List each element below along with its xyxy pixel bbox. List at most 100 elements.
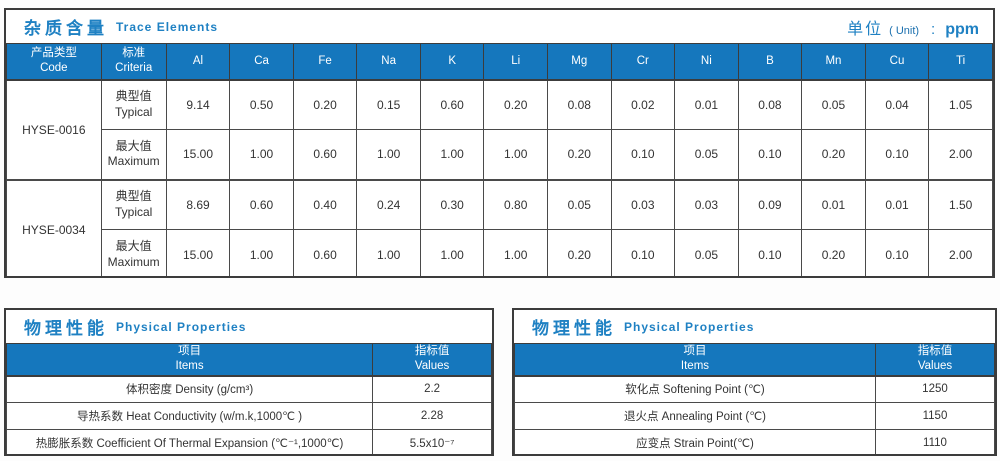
value-cell: 0.20 bbox=[292, 79, 358, 130]
value-cell: 0.20 bbox=[483, 79, 548, 130]
value-cell: 0.20 bbox=[801, 129, 866, 180]
value-cell: 0.05 bbox=[801, 79, 866, 130]
physical-right-title-bar: 物理性能 Physical Properties bbox=[514, 310, 995, 343]
unit-label: 单位 ( Unit) : ppm bbox=[847, 15, 979, 39]
criteria-typical-zh: 典型值 bbox=[115, 89, 152, 104]
criteria-typical-en: Typical bbox=[115, 204, 153, 219]
col-header-items: 项目 Items bbox=[514, 343, 876, 377]
property-value-cell: 5.5x10⁻⁷ bbox=[372, 429, 492, 454]
table-row-softening-point: 软化点 Softening Point (℃) 1250 bbox=[514, 375, 995, 403]
table-row-thermal-expansion: 热膨胀系数 Coefficient Of Thermal Expansion (… bbox=[6, 429, 492, 454]
physical-right-title-zh: 物理性能 bbox=[532, 319, 616, 338]
value-cell: 0.05 bbox=[547, 178, 612, 230]
value-cell: 0.01 bbox=[801, 178, 866, 230]
physical-left-title-en: Physical Properties bbox=[116, 319, 247, 334]
col-header-values: 指标值 Values bbox=[372, 343, 492, 377]
value-cell: 2.00 bbox=[928, 129, 993, 180]
physical-left-header-row: 项目 Items 指标值 Values bbox=[6, 343, 492, 377]
col-header-items: 项目 Items bbox=[6, 343, 374, 377]
unit-value: ppm bbox=[945, 20, 979, 38]
property-value-cell: 1150 bbox=[874, 402, 995, 430]
col-header-values-en: Values bbox=[917, 360, 953, 373]
property-item-cell: 应变点 Strain Point(℃) bbox=[514, 429, 876, 454]
value-cell: 0.10 bbox=[610, 229, 676, 276]
criteria-maximum-en: Maximum bbox=[107, 154, 160, 169]
col-header-criteria: 标准 Criteria bbox=[100, 43, 167, 81]
trace-elements-table: 产品类型 Code 标准 Criteria Al Ca Fe Na K Li M… bbox=[6, 43, 993, 276]
value-cell: 0.02 bbox=[610, 79, 676, 130]
col-header-element-mn: Mn bbox=[801, 43, 866, 81]
value-cell: 15.00 bbox=[165, 129, 231, 180]
physical-properties-panel-right: 物理性能 Physical Properties 项目 Items 指标值 Va… bbox=[512, 308, 997, 456]
value-cell: 0.10 bbox=[864, 129, 930, 180]
value-cell: 0.10 bbox=[864, 229, 930, 276]
criteria-maximum-cell: 最大值 Maximum bbox=[100, 129, 167, 180]
property-item-cell: 软化点 Softening Point (℃) bbox=[514, 375, 876, 403]
table-row-hyse0016-maximum: 最大值 Maximum 15.00 1.00 0.60 1.00 1.00 1.… bbox=[7, 129, 993, 180]
value-cell: 1.00 bbox=[356, 129, 421, 180]
property-value-cell: 2.2 bbox=[372, 375, 492, 403]
col-header-element-cu: Cu bbox=[864, 43, 930, 81]
product-code-cell: HYSE-0016 bbox=[6, 79, 102, 180]
value-cell: 1.00 bbox=[229, 129, 294, 180]
value-cell: 0.04 bbox=[864, 79, 930, 130]
value-cell: 0.08 bbox=[737, 79, 803, 130]
value-cell: 0.24 bbox=[356, 178, 421, 230]
value-cell: 0.80 bbox=[483, 178, 548, 230]
table-row-density: 体积密度 Density (g/cm³) 2.2 bbox=[6, 375, 492, 403]
property-item-cell: 热膨胀系数 Coefficient Of Thermal Expansion (… bbox=[6, 429, 374, 454]
physical-right-table: 项目 Items 指标值 Values 软化点 Softening Point … bbox=[514, 343, 995, 454]
value-cell: 0.20 bbox=[547, 229, 612, 276]
value-cell: 1.00 bbox=[483, 229, 548, 276]
value-cell: 0.01 bbox=[674, 79, 739, 130]
col-header-element-k: K bbox=[419, 43, 485, 81]
value-cell: 0.40 bbox=[292, 178, 358, 230]
col-header-code-en: Code bbox=[40, 62, 68, 75]
criteria-maximum-cell: 最大值 Maximum bbox=[100, 229, 167, 276]
physical-left-table: 项目 Items 指标值 Values 体积密度 Density (g/cm³)… bbox=[6, 343, 492, 454]
criteria-maximum-zh: 最大值 bbox=[115, 138, 152, 153]
physical-right-title-en: Physical Properties bbox=[624, 319, 755, 334]
col-header-element-al: Al bbox=[165, 43, 231, 81]
value-cell: 0.50 bbox=[229, 79, 294, 130]
value-cell: 0.05 bbox=[674, 229, 739, 276]
table-row-heat-conductivity: 导热系数 Heat Conductivity (w/m.k,1000℃ ) 2.… bbox=[6, 402, 492, 430]
value-cell: 0.09 bbox=[737, 178, 803, 230]
col-header-element-fe: Fe bbox=[292, 43, 358, 81]
value-cell: 2.00 bbox=[928, 229, 993, 276]
value-cell: 1.00 bbox=[419, 129, 485, 180]
col-header-element-cr: Cr bbox=[610, 43, 676, 81]
value-cell: 0.20 bbox=[801, 229, 866, 276]
physical-properties-panel-left: 物理性能 Physical Properties 项目 Items 指标值 Va… bbox=[4, 308, 494, 456]
value-cell: 0.01 bbox=[864, 178, 930, 230]
col-header-criteria-zh: 标准 bbox=[122, 47, 146, 60]
value-cell: 15.00 bbox=[165, 229, 231, 276]
physical-left-title-bar: 物理性能 Physical Properties bbox=[6, 310, 492, 343]
col-header-code: 产品类型 Code bbox=[6, 43, 102, 81]
criteria-maximum-zh: 最大值 bbox=[115, 238, 152, 253]
value-cell: 0.60 bbox=[419, 79, 485, 130]
trace-header-row: 产品类型 Code 标准 Criteria Al Ca Fe Na K Li M… bbox=[6, 43, 993, 81]
col-header-element-ni: Ni bbox=[674, 43, 739, 81]
value-cell: 0.10 bbox=[610, 129, 676, 180]
col-header-element-ca: Ca bbox=[229, 43, 294, 81]
col-header-items-zh: 项目 bbox=[683, 345, 707, 358]
property-value-cell: 1110 bbox=[874, 429, 995, 454]
value-cell: 0.08 bbox=[547, 79, 612, 130]
table-row-hyse0034-typical: HYSE-0034 典型值 Typical 8.69 0.60 0.40 0.2… bbox=[6, 178, 993, 276]
product-code-cell: HYSE-0034 bbox=[6, 178, 102, 276]
criteria-typical-en: Typical bbox=[115, 104, 153, 119]
value-cell: 0.15 bbox=[356, 79, 421, 130]
unit-zh: 单位 bbox=[847, 20, 884, 38]
col-header-element-na: Na bbox=[356, 43, 421, 81]
col-header-items-en: Items bbox=[680, 360, 710, 373]
property-item-cell: 退火点 Annealing Point (℃) bbox=[514, 402, 876, 430]
table-row-strain-point: 应变点 Strain Point(℃) 1110 bbox=[514, 429, 995, 454]
value-cell: 0.03 bbox=[610, 178, 676, 230]
value-cell: 1.00 bbox=[356, 229, 421, 276]
table-row-hyse0016-typical: HYSE-0016 典型值 Typical 9.14 0.50 0.20 0.1… bbox=[6, 79, 993, 180]
trace-elements-title-zh: 杂质含量 bbox=[24, 19, 108, 38]
value-cell: 0.20 bbox=[547, 129, 612, 180]
col-header-criteria-en: Criteria bbox=[115, 62, 153, 75]
